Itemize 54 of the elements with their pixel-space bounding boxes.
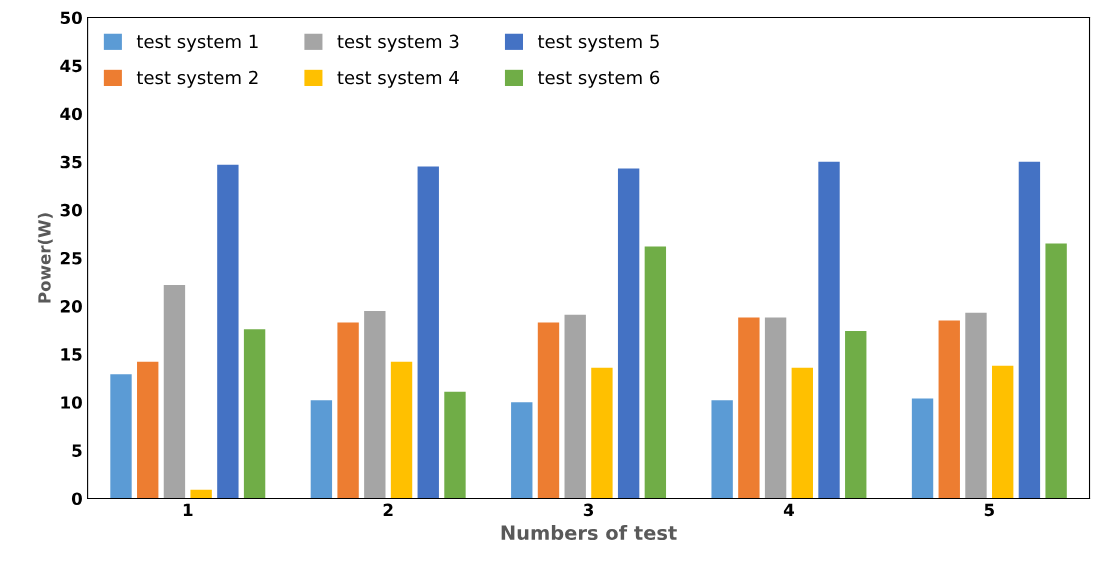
bar [110, 374, 132, 499]
bar [217, 164, 239, 499]
y-tick-label: 35 [60, 155, 82, 169]
bar [845, 331, 867, 499]
legend-label: test system 5 [537, 34, 659, 52]
bar [791, 367, 813, 499]
x-tick-label: 2 [383, 503, 393, 516]
bar [310, 400, 333, 499]
legend-label: test system 4 [337, 70, 459, 88]
bar [965, 312, 987, 499]
bar [818, 161, 840, 499]
bar [992, 365, 1014, 499]
bar [364, 310, 386, 499]
bar [938, 320, 960, 499]
y-tick-label: 0 [71, 492, 82, 506]
bar [444, 391, 466, 499]
bar [163, 284, 186, 499]
legend-label: test system 2 [136, 70, 258, 88]
bar [190, 489, 212, 499]
y-tick-label: 20 [60, 300, 82, 313]
y-tick-label: 10 [61, 396, 82, 409]
bar [911, 398, 934, 499]
bar [537, 322, 560, 499]
y-tick-label: 25 [60, 251, 82, 265]
y-tick-label: 50 [60, 11, 82, 25]
bar [390, 361, 413, 499]
bar [417, 166, 439, 499]
y-tick-label: 45 [60, 59, 82, 73]
x-tick-label: 4 [783, 503, 794, 516]
bar [243, 329, 266, 499]
bar [738, 317, 760, 499]
y-axis-title: Power(W) [37, 213, 53, 303]
bar [591, 367, 613, 499]
bar [137, 361, 159, 499]
bar [764, 317, 787, 499]
bar [1018, 161, 1041, 499]
bar [511, 402, 533, 499]
legend-label: test system 6 [537, 70, 660, 88]
bar [711, 400, 733, 499]
y-tick-label: 5 [72, 444, 82, 457]
x-axis-title: Numbers of test [501, 525, 677, 541]
y-tick-label: 30 [60, 203, 82, 217]
bar [337, 322, 359, 499]
bar [644, 246, 667, 499]
legend-label: test system 3 [337, 34, 459, 52]
x-tick-label: 1 [183, 503, 193, 516]
x-tick-label: 5 [984, 503, 994, 517]
x-tick-label: 3 [583, 503, 594, 517]
bar [1045, 243, 1067, 499]
y-tick-label: 15 [61, 348, 82, 361]
bar [617, 168, 640, 499]
bar [564, 314, 586, 499]
y-tick-label: 40 [60, 107, 82, 121]
legend-label: test system 1 [136, 34, 258, 52]
